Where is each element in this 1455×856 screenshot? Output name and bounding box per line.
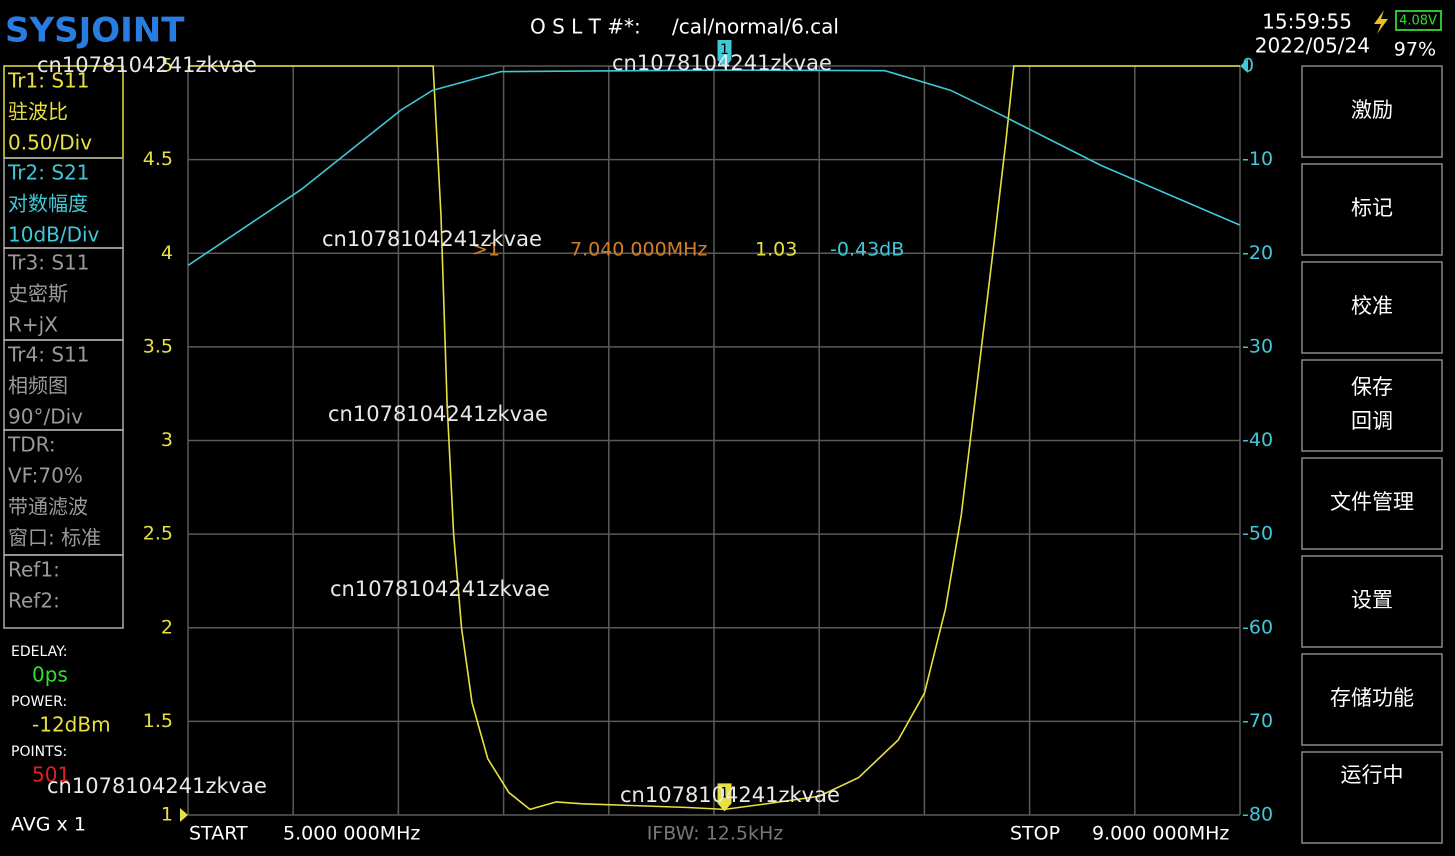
trace-box [3,554,124,629]
battery-voltage: 4.08V [1399,14,1437,29]
cal-file: /cal/normal/6.cal [672,15,839,39]
setting-value: 501 [32,763,70,787]
battery-box [1395,10,1442,31]
watermark: cn1078104241zkvae [47,774,267,798]
y2-tick-label: -50 [1242,523,1273,545]
watermark: cn1078104241zkvae [328,402,548,426]
start-label: START [189,823,248,845]
setting-label: EDELAY: [11,644,68,660]
y2-tick-label: -30 [1242,335,1273,357]
menu-button[interactable] [1301,65,1443,158]
charging-icon [1374,10,1388,34]
menu-button-label[interactable]: 设置 [1351,588,1393,612]
menu-button-label[interactable]: 回调 [1351,409,1393,433]
menu-button-label[interactable]: 运行中 [1341,763,1404,787]
trace-info: TDR: [7,433,56,457]
battery-percent: 97% [1394,39,1436,61]
trace-info: R+jX [8,313,58,337]
stop-value: 9.000 000MHz [1092,823,1229,845]
trace-line [188,65,1240,811]
watermark: cn1078104241zkvae [612,51,832,75]
y2-tick-label: -20 [1242,242,1273,264]
y2-tick-label: -70 [1242,710,1273,732]
ref-arrow-left [180,808,188,822]
y-tick-label: 4.5 [143,148,173,170]
ref-arrow-right [1240,59,1248,73]
trace-info: 0.50/Div [8,131,92,155]
trace-info: 窗口: 标准 [8,526,101,550]
y2-tick-label: -60 [1242,616,1273,638]
marker-flag-id: 1 [720,785,729,801]
menu-button-label[interactable]: 存储功能 [1330,686,1414,710]
menu-button[interactable] [1301,751,1443,844]
menu-button[interactable] [1301,653,1443,746]
y-tick-label: 3.5 [143,335,173,357]
marker-flag [717,783,732,812]
y2-tick-label: 0 [1242,55,1254,77]
setting-value: -12dBm [32,713,111,737]
date: 2022/05/24 [1255,34,1370,58]
trace-info: 对数幅度 [8,192,88,216]
trace-info: Tr3: S11 [7,251,89,275]
trace-info: Ref2: [8,589,60,613]
trace-info: 驻波比 [8,100,68,124]
watermark: cn1078104241zkvae [37,53,257,77]
y-tick-label: 4 [161,242,173,264]
y-tick-label: 2 [161,616,173,638]
watermark: cn1078104241zkvae [620,783,840,807]
trace-info: 带通滤波 [8,495,88,519]
menu-button[interactable] [1301,555,1443,648]
marker-readout-value: 1.03 [755,239,797,261]
watermark: cn1078104241zkvae [322,227,542,251]
menu-button[interactable] [1301,359,1443,452]
y-tick-label: 1 [161,804,173,826]
y-tick-label: 1.5 [143,710,173,732]
avg-label: AVG x 1 [11,814,86,836]
menu-button[interactable] [1301,163,1443,256]
logo: SYSJOINT [5,11,185,51]
y-tick-label: 5 [161,55,173,77]
time: 15:59:55 [1262,10,1352,34]
menu-button[interactable] [1301,457,1443,550]
setting-label: POINTS: [11,744,67,760]
start-value: 5.000 000MHz [283,823,420,845]
stop-label: STOP [1010,823,1060,845]
y-tick-label: 3 [161,429,173,451]
y2-tick-label: -80 [1242,804,1273,826]
y2-tick-label: -40 [1242,429,1273,451]
menu-button[interactable] [1301,261,1443,354]
trace-info: 史密斯 [8,282,68,306]
trace-info: 90°/Div [8,405,83,429]
cal-label: O S L T #*: [530,15,641,39]
menu-button-label[interactable]: 校准 [1351,294,1393,318]
marker-readout-value: -0.43dB [830,239,904,261]
marker-readout-id: >1 [472,239,500,261]
trace-info: Tr1: S11 [7,69,89,93]
trace-info: VF:70% [8,464,83,488]
trace-info: Tr4: S11 [7,343,89,367]
trace-info: Tr2: S21 [7,161,89,185]
y-tick-label: 2.5 [143,523,173,545]
menu-button-label[interactable]: 标记 [1351,196,1393,220]
setting-value: 0ps [32,663,68,687]
menu-button-label[interactable]: 文件管理 [1330,490,1414,514]
trace-info: 相频图 [8,374,68,398]
marker-readout-freq: 7.040 000MHz [570,239,707,261]
setting-label: POWER: [11,694,67,710]
ifbw: IFBW: 12.5kHz [647,823,784,845]
trace-info: 10dB/Div [8,223,100,247]
marker-flag-id: 1 [720,42,729,58]
marker-flag [717,40,732,69]
watermark: cn1078104241zkvae [330,577,550,601]
trace-line [188,69,1240,267]
menu-button-label[interactable]: 激励 [1351,98,1393,122]
menu-button-label[interactable]: 保存 [1351,375,1393,399]
y2-tick-label: -10 [1242,148,1273,170]
trace-info: Ref1: [8,558,60,582]
